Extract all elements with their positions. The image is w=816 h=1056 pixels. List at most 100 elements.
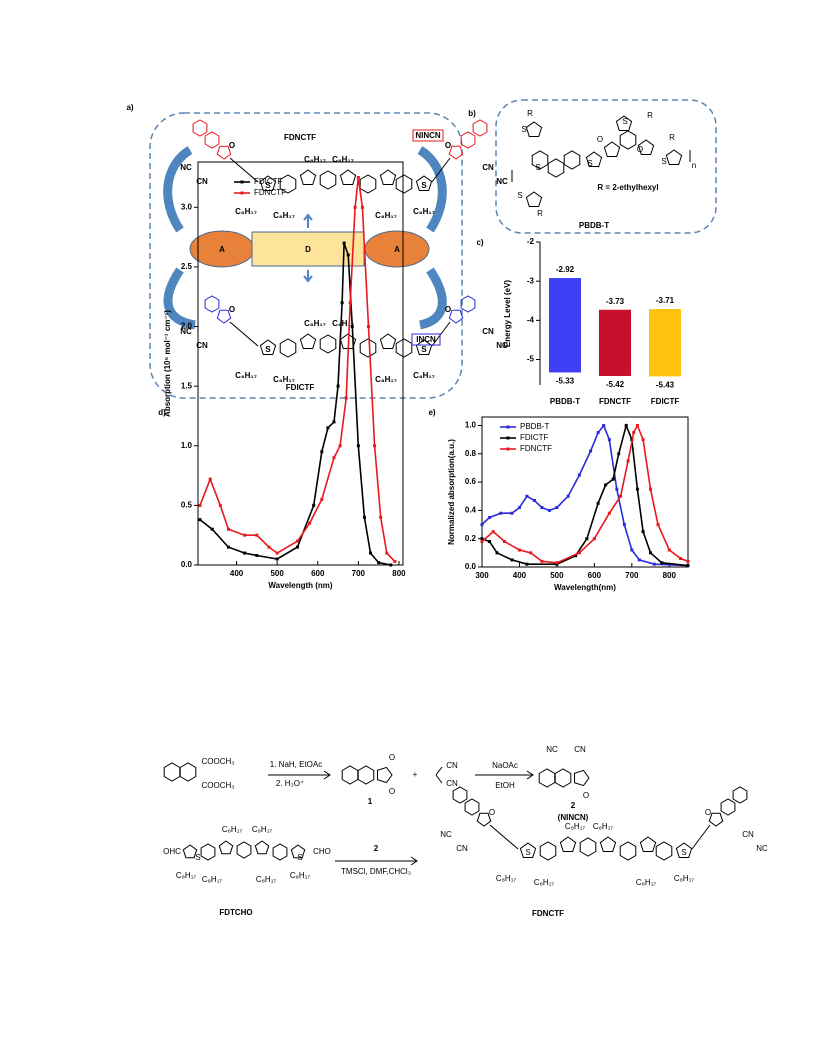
ring [339, 169, 357, 185]
y-tick-label: 3.0 [181, 202, 193, 211]
atom-label: O [489, 808, 495, 817]
ring [204, 131, 220, 149]
data-point [480, 537, 484, 541]
plus: + [413, 770, 418, 779]
atom-label: S [661, 157, 666, 166]
atom-label: C₈H₁₇ [375, 211, 397, 220]
x-tick-label: 500 [270, 569, 284, 578]
ring [299, 169, 317, 185]
ring [519, 842, 537, 858]
data-point [574, 554, 578, 558]
ring [357, 765, 375, 785]
data-point [350, 325, 354, 329]
ring [525, 121, 543, 137]
x-tick-label: 600 [311, 569, 325, 578]
panel-label: a) [126, 103, 133, 112]
arrow [163, 267, 196, 330]
y-tick-label: 1.0 [465, 421, 477, 430]
ring [615, 115, 633, 131]
data-point [243, 533, 247, 537]
data-point [344, 396, 348, 400]
arrow [163, 146, 193, 233]
y-axis-label: Energy Level (eV) [503, 280, 512, 347]
reaction-arrow [268, 770, 331, 780]
y-tick-label: 0.0 [465, 562, 477, 571]
atom-label: O [445, 305, 451, 314]
ring [236, 841, 252, 859]
y-tick-label: -4 [527, 315, 535, 324]
arrow [303, 213, 313, 228]
x-axis-label: Wavelength (nm) [268, 581, 332, 590]
data-point [267, 545, 271, 549]
data-point [602, 423, 606, 427]
bond [435, 766, 443, 784]
data-point [555, 506, 559, 510]
ring [559, 836, 577, 852]
ring [182, 844, 198, 859]
panel-label: d) [158, 408, 166, 417]
value-label: -3.71 [656, 296, 675, 305]
reagent: EtOH [495, 781, 515, 790]
atom-label: S [195, 853, 200, 862]
data-point [495, 551, 499, 555]
atom-label: C₈H₁₇ [565, 822, 586, 831]
data-point [637, 558, 641, 562]
y-tick-label: 0.2 [465, 534, 477, 543]
data-point [480, 540, 484, 544]
atom-label: S [521, 125, 526, 134]
data-point [630, 548, 634, 552]
atom-label: CN [196, 177, 208, 186]
value-label: -5.43 [656, 380, 675, 389]
data-point [379, 515, 383, 519]
ring [472, 119, 488, 137]
ring [525, 191, 543, 207]
bond [489, 824, 711, 850]
atom-label: OHC [163, 847, 181, 856]
x-tick-label: FDICTF [651, 397, 680, 406]
data-point [517, 506, 521, 510]
ring [204, 295, 220, 313]
ring [665, 149, 683, 165]
atom-label: C₈H₁₇ [413, 371, 435, 380]
data-point [635, 423, 639, 427]
ring [415, 175, 433, 191]
data-point [577, 473, 581, 477]
y-tick-label: 2.5 [181, 262, 193, 271]
atom-label: C₈H₁₇ [235, 207, 257, 216]
ring [299, 333, 317, 349]
ring [619, 841, 637, 861]
data-point [198, 503, 202, 507]
atom-label: C₈H₁₇ [222, 825, 243, 834]
data-point [589, 449, 593, 453]
atom-label: S [421, 345, 427, 354]
data-point [510, 558, 514, 562]
data-point [487, 540, 491, 544]
legend-marker [506, 436, 510, 440]
block-label: A [394, 245, 400, 254]
panel-label: b) [468, 109, 476, 118]
data-point [596, 501, 600, 505]
data-point [517, 548, 521, 552]
data-point [649, 487, 653, 491]
atom-label: NC [756, 844, 768, 853]
atom-label: S [535, 163, 540, 172]
compound-name: (NINCN) [558, 813, 589, 822]
data-point [356, 176, 360, 179]
atom-label: O [389, 787, 395, 796]
atom-label: CN [482, 163, 494, 172]
x-tick-label: 700 [625, 571, 639, 580]
note: R = 2-ethylhexyl [597, 183, 658, 192]
ring [359, 338, 377, 358]
data-point [617, 452, 621, 456]
ring [254, 840, 270, 855]
value-label: -5.42 [606, 380, 625, 389]
data-point [577, 551, 581, 555]
ring [359, 174, 377, 194]
atom-label: O [583, 791, 589, 800]
data-point [377, 561, 381, 565]
y-tick-label: 0.5 [181, 500, 193, 509]
data-point [295, 539, 299, 543]
data-point [596, 431, 600, 435]
atom-label: NC [180, 163, 192, 172]
